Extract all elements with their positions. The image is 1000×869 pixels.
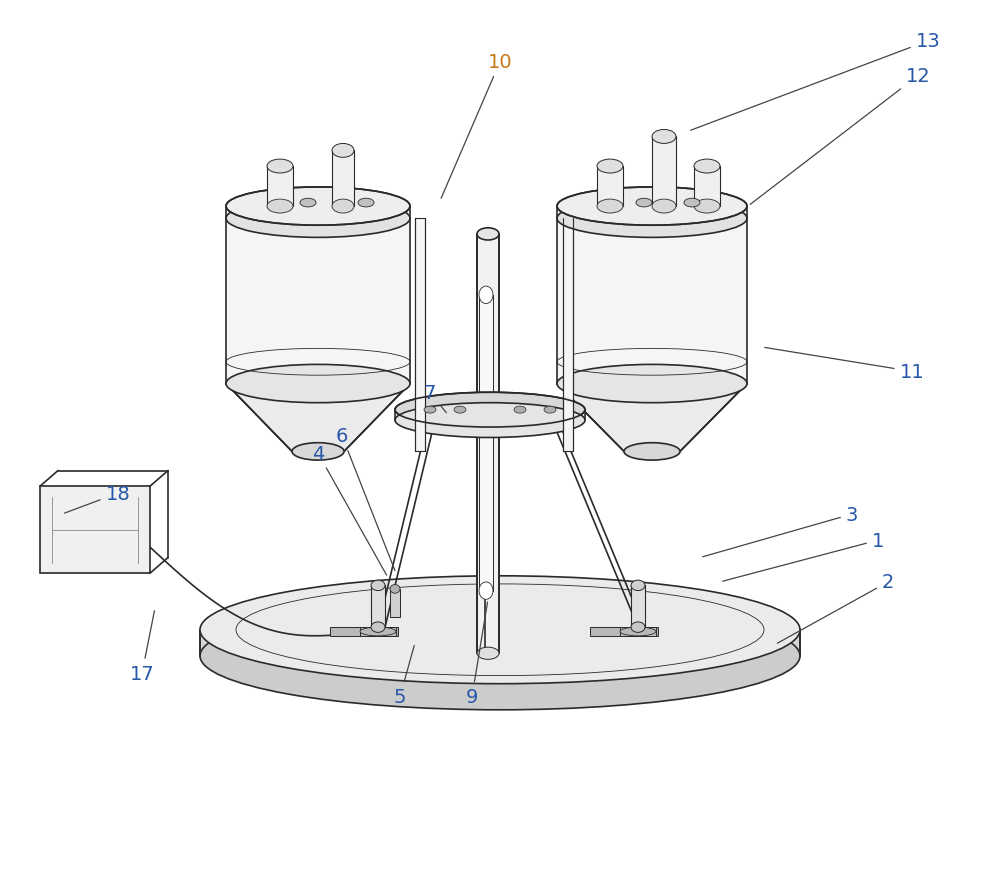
Text: 18: 18	[65, 484, 130, 514]
Ellipse shape	[544, 407, 556, 414]
Bar	[360, 627, 396, 636]
Ellipse shape	[557, 200, 747, 238]
Text: 6: 6	[336, 427, 395, 571]
Ellipse shape	[652, 130, 676, 144]
Text: 17: 17	[130, 611, 154, 683]
Bar	[415, 219, 425, 452]
Text: 9: 9	[466, 602, 488, 706]
Ellipse shape	[514, 407, 526, 414]
Ellipse shape	[332, 144, 354, 158]
Bar	[652, 137, 676, 207]
Ellipse shape	[454, 407, 466, 414]
Ellipse shape	[200, 576, 800, 684]
Ellipse shape	[477, 647, 499, 660]
Ellipse shape	[597, 160, 623, 174]
Ellipse shape	[292, 443, 344, 461]
Ellipse shape	[624, 443, 680, 461]
Ellipse shape	[684, 199, 700, 208]
Ellipse shape	[694, 160, 720, 174]
Bar	[479, 295, 493, 591]
Ellipse shape	[557, 188, 747, 226]
Text: 2: 2	[777, 573, 894, 643]
Bar	[597, 167, 623, 207]
Bar	[332, 151, 354, 207]
Ellipse shape	[620, 627, 656, 636]
Text: 5: 5	[394, 646, 414, 706]
Text: 10: 10	[441, 53, 512, 199]
Text: 11: 11	[765, 348, 924, 381]
Bar	[40, 487, 150, 574]
Ellipse shape	[395, 403, 585, 438]
Ellipse shape	[631, 580, 645, 591]
Text: 13: 13	[691, 32, 940, 131]
Ellipse shape	[395, 393, 585, 428]
Bar	[590, 627, 658, 636]
Text: 7: 7	[424, 383, 446, 413]
Ellipse shape	[300, 199, 316, 208]
Bar	[563, 219, 573, 452]
Bar	[631, 586, 645, 627]
Ellipse shape	[636, 199, 652, 208]
Text: 1: 1	[723, 531, 884, 581]
Bar	[330, 627, 398, 636]
Ellipse shape	[226, 188, 410, 226]
Polygon shape	[557, 219, 747, 384]
Ellipse shape	[424, 407, 436, 414]
Polygon shape	[226, 219, 410, 384]
Ellipse shape	[371, 622, 385, 633]
Ellipse shape	[631, 622, 645, 633]
Text: 4: 4	[312, 444, 387, 575]
Bar	[267, 167, 293, 207]
Ellipse shape	[267, 200, 293, 214]
Bar	[477, 235, 499, 653]
Text: 3: 3	[703, 505, 858, 557]
Ellipse shape	[479, 582, 493, 600]
Bar	[620, 627, 656, 636]
Ellipse shape	[267, 160, 293, 174]
Ellipse shape	[597, 200, 623, 214]
Ellipse shape	[360, 627, 396, 636]
Ellipse shape	[390, 585, 400, 594]
Ellipse shape	[652, 200, 676, 214]
Ellipse shape	[358, 199, 374, 208]
Polygon shape	[557, 384, 747, 452]
Ellipse shape	[371, 580, 385, 591]
Ellipse shape	[226, 365, 410, 403]
Text: 12: 12	[750, 67, 930, 205]
Ellipse shape	[226, 200, 410, 238]
Ellipse shape	[477, 229, 499, 241]
Bar	[694, 167, 720, 207]
Bar	[371, 586, 385, 627]
Ellipse shape	[557, 365, 747, 403]
Ellipse shape	[694, 200, 720, 214]
Bar	[200, 630, 800, 656]
Ellipse shape	[332, 200, 354, 214]
Polygon shape	[226, 384, 410, 452]
Ellipse shape	[479, 287, 493, 304]
Bar	[390, 589, 400, 617]
Ellipse shape	[200, 602, 800, 710]
